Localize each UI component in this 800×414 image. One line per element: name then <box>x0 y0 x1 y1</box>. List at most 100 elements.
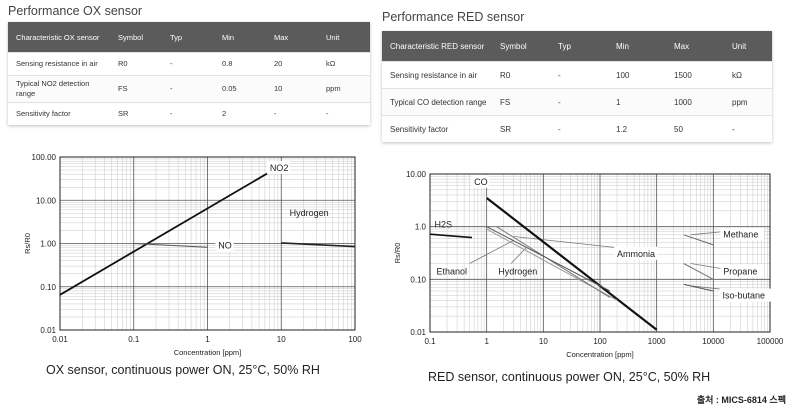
ox-performance-table: Characteristic OX sensor Symbol Typ Min … <box>8 22 370 125</box>
y-tick-label: 0.10 <box>410 275 426 284</box>
table-cell: - <box>162 102 214 125</box>
leader-line <box>690 231 722 236</box>
ox-sensitivity-chart: 0.01 0.1 1 10 100 0.01 0.10 1.00 10.00 100.00 Conc… <box>23 153 362 357</box>
series-line-ammonia <box>486 226 611 292</box>
table-cell: FS <box>110 75 162 103</box>
x-axis-label: Concentration [ppm] <box>566 350 634 359</box>
red-performance-table: Characteristic RED sensor Symbol Typ Min… <box>382 31 772 142</box>
table-cell: 1 <box>608 88 666 116</box>
series-line-methane <box>683 234 714 246</box>
table-cell: 0.8 <box>214 52 266 76</box>
table-row: Sensitivity factor SR - 1.2 50 - <box>382 115 772 142</box>
table-cell: 1500 <box>666 61 724 89</box>
table-cell: ppm <box>724 88 772 116</box>
column-header: Max <box>666 31 724 62</box>
curve-label: CO <box>474 177 488 187</box>
leader-line <box>469 239 514 264</box>
leader-line <box>510 247 527 264</box>
table-cell: kΩ <box>724 61 772 89</box>
series-line-propane <box>683 263 714 280</box>
table-header-row: Characteristic OX sensor Symbol Typ Min … <box>8 22 370 53</box>
curve-label: Hydrogen <box>290 208 329 218</box>
curve-label-bg <box>720 227 765 241</box>
plot-frame <box>59 156 356 331</box>
column-header: Characteristic RED sensor <box>382 31 492 62</box>
x-tick-label: 1 <box>205 335 210 344</box>
column-header: Typ <box>162 22 214 53</box>
curve-label-bg <box>719 288 779 302</box>
table-cell: SR <box>492 115 550 142</box>
table-cell: Sensing resistance in air <box>8 52 110 76</box>
table-cell: - <box>724 115 772 142</box>
column-header: Unit <box>724 31 772 62</box>
series-line-hydrogen <box>496 226 611 299</box>
table-cell: SR <box>110 102 162 125</box>
table-cell: Typical NO2 detection range <box>8 75 110 103</box>
leader-line <box>690 263 722 269</box>
x-tick-label: 1000 <box>648 337 666 346</box>
leader-line <box>690 285 722 290</box>
y-tick-label: 10.00 <box>36 196 57 205</box>
curve-label: Propane <box>723 266 757 276</box>
x-tick-label: 100000 <box>757 337 784 346</box>
table-header-row: Characteristic RED sensor Symbol Typ Min… <box>382 31 772 62</box>
y-tick-label: 0.10 <box>40 283 56 292</box>
x-tick-label: 0.1 <box>424 337 436 346</box>
x-tick-label: 1 <box>484 337 489 346</box>
column-header: Symbol <box>492 31 550 62</box>
x-tick-label: 10000 <box>702 337 725 346</box>
table-cell: 50 <box>666 115 724 142</box>
red-section-title: Performance RED sensor <box>382 10 525 24</box>
y-tick-label: 1.00 <box>40 240 56 249</box>
curve-label-bg <box>471 174 490 188</box>
x-tick-label: 0.01 <box>52 335 68 344</box>
series-line-co <box>486 197 658 331</box>
curve-label-bg <box>720 264 765 278</box>
red-chart-caption: RED sensor, continuous power ON, 25°C, 5… <box>428 370 711 384</box>
table-cell: - <box>162 75 214 103</box>
table-cell: 100 <box>608 61 666 89</box>
curve-label: NO <box>218 241 232 251</box>
table-cell: - <box>550 61 608 89</box>
curve-label: Ammonia <box>617 249 655 259</box>
column-header: Unit <box>318 22 370 53</box>
y-tick-label: 10.00 <box>406 170 427 179</box>
y-tick-label: 100.00 <box>32 153 57 162</box>
x-tick-label: 10 <box>539 337 548 346</box>
table-cell: R0 <box>492 61 550 89</box>
curve-label: NO2 <box>270 163 289 173</box>
curve-label: Hydrogen <box>498 266 537 276</box>
x-axis-label: Concentration [ppm] <box>174 348 242 357</box>
y-tick-label: 1.0 <box>415 223 427 232</box>
table-cell: - <box>550 88 608 116</box>
table-cell: FS <box>492 88 550 116</box>
leader-line <box>513 236 618 249</box>
y-tick-label: 0.01 <box>410 328 426 337</box>
y-axis-label: Rs/R0 <box>393 243 402 264</box>
curve-label: Ethanol <box>436 266 467 276</box>
table-row: Sensing resistance in air R0 - 0.8 20 kΩ <box>8 52 370 76</box>
column-header: Characteristic OX sensor <box>8 22 110 53</box>
table-cell: Sensitivity factor <box>8 102 110 125</box>
curve-label: Methane <box>723 230 758 240</box>
column-header: Min <box>608 31 666 62</box>
series-line-iso-butane <box>683 283 714 292</box>
plot-frame <box>429 173 771 333</box>
curve-label: Iso-butane <box>722 291 765 301</box>
red-sensitivity-chart: 0.1 1 10 100 1000 10000 100000 0.01 0.10 1.0 10.00… <box>393 170 784 359</box>
table-cell: 2 <box>214 102 266 125</box>
table-cell: 0.05 <box>214 75 266 103</box>
x-tick-label: 0.1 <box>128 335 140 344</box>
ox-section-title: Performance OX sensor <box>8 4 143 18</box>
table-cell: Sensing resistance in air <box>382 61 492 89</box>
curve-label-bg <box>266 161 291 175</box>
x-tick-label: 100 <box>348 335 362 344</box>
table-cell: - <box>266 102 318 125</box>
table-row: Sensitivity factor SR - 2 - - <box>8 102 370 125</box>
ox-chart-caption: OX sensor, continuous power ON, 25°C, 50… <box>46 363 320 377</box>
table-cell: Sensitivity factor <box>382 115 492 142</box>
table-cell: - <box>550 115 608 142</box>
curve-label-bg <box>614 246 658 260</box>
series-line-h2s <box>429 233 473 239</box>
y-axis-label: Rs/R0 <box>23 233 32 254</box>
